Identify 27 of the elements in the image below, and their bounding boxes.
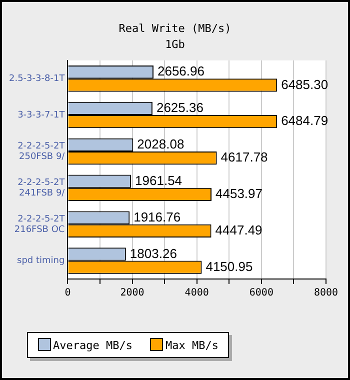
text: 6484.79 bbox=[281, 113, 328, 128]
x-tick-label: 0 bbox=[64, 288, 71, 299]
text: 1961.54 bbox=[135, 172, 182, 188]
y-tick-label: 2-2-2-5-2T 250FSB 9/ bbox=[18, 141, 66, 162]
text: 4447.49 bbox=[215, 222, 262, 238]
chart-subtitle: Real Write (MB/s) bbox=[118, 22, 232, 35]
legend-label: Max MB/s bbox=[164, 338, 218, 352]
text: 4617.78 bbox=[220, 150, 268, 165]
x-tick-label: 6000 bbox=[249, 288, 274, 299]
text: 4150.95 bbox=[206, 258, 253, 274]
text: 1Gb bbox=[164, 38, 186, 51]
x-tick-label: 2000 bbox=[120, 288, 144, 299]
x-tick-label: 8000 bbox=[314, 288, 338, 299]
x-tick-label: 4000 bbox=[184, 288, 209, 299]
text: 1803.26 bbox=[130, 246, 177, 261]
legend-label: Average MB/s bbox=[52, 338, 132, 352]
text: 1916.76 bbox=[134, 209, 181, 224]
y-tick-label: 2-2-2-5-2T 241FSB 9/ bbox=[18, 178, 66, 199]
y-tick-label: spd timing bbox=[17, 256, 65, 266]
text: 6485.30 bbox=[281, 76, 328, 92]
text: 2028.08 bbox=[137, 136, 184, 152]
text: 2656.96 bbox=[157, 64, 204, 79]
y-tick-label: 3-3-3-7-1T bbox=[18, 110, 66, 120]
text: 2625.36 bbox=[156, 100, 204, 116]
y-tick-label: 2.5-3-3-8-1T bbox=[8, 74, 66, 84]
text: 4453.97 bbox=[216, 186, 263, 202]
y-tick-label: 2-2-2-5-2T 216FSB OC bbox=[14, 214, 66, 236]
